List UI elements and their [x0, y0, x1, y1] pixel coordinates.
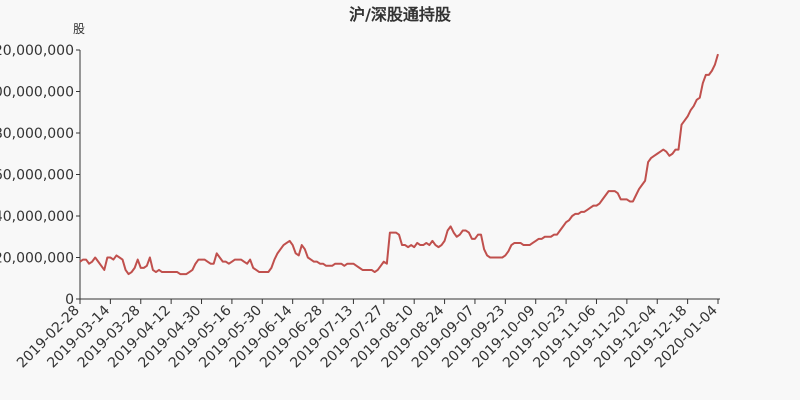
y-tick-label: 0: [65, 292, 74, 308]
line: [79, 53, 719, 276]
y-tick-label: 20,000,000: [0, 251, 74, 267]
y-tick-label: 80,000,000: [0, 126, 74, 142]
chart-title: 沪/深股通持股: [349, 5, 452, 24]
y-tick-label: 40,000,000: [0, 209, 74, 225]
y-unit: 股: [73, 22, 85, 36]
y-tick-label: 60,000,000: [0, 168, 74, 184]
y-tick-label: 120,000,000: [0, 43, 74, 59]
y-tick-label: 100,000,000: [0, 85, 74, 101]
